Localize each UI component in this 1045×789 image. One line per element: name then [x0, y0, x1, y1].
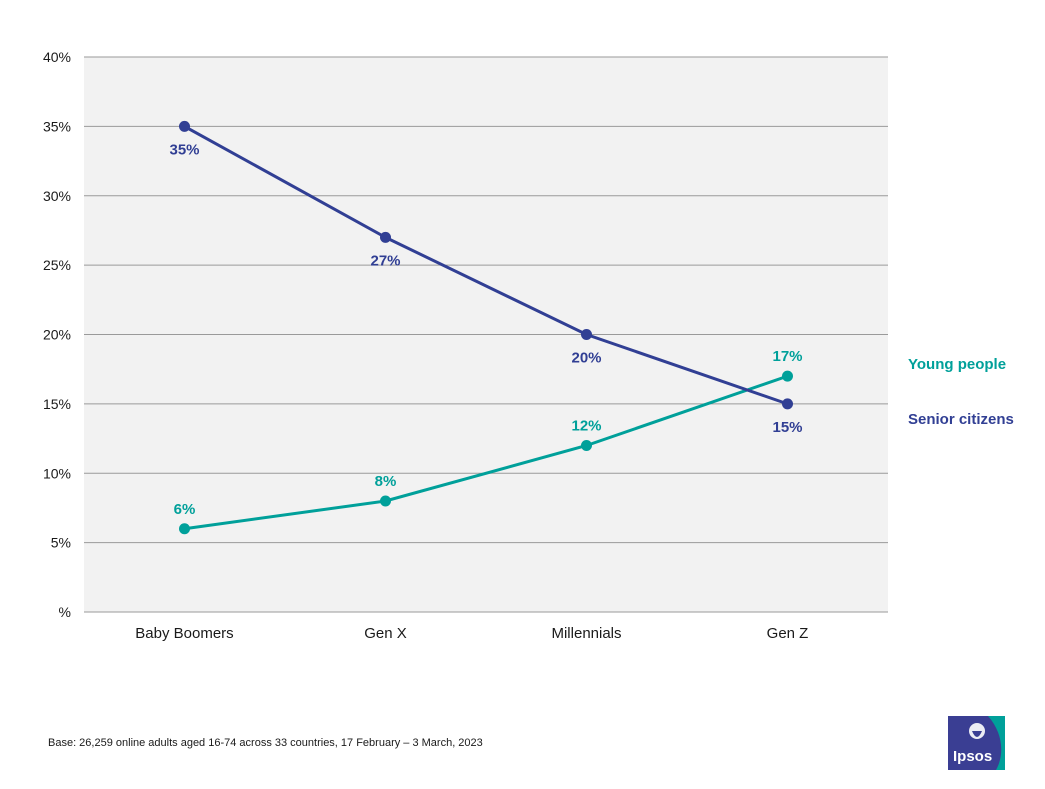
- x-category-label: Gen X: [364, 625, 407, 642]
- legend-entry: Young people: [908, 356, 1006, 373]
- y-tick-label: 30%: [43, 188, 71, 204]
- data-label: 35%: [169, 141, 199, 158]
- data-label: 17%: [772, 348, 802, 365]
- x-axis-categories: Baby Boomers Gen X Millennials Gen Z: [135, 625, 808, 642]
- data-label: 8%: [375, 473, 397, 490]
- y-tick-label: 5%: [51, 535, 71, 551]
- series-senior-citizens: 35% 27% 20% 15%: [169, 120, 803, 436]
- legend: Young people Senior citizens: [908, 356, 1014, 428]
- data-point: [380, 231, 391, 243]
- data-point: [179, 120, 190, 132]
- x-category-label: Millennials: [551, 625, 621, 642]
- data-label: 12%: [571, 418, 601, 435]
- data-point: [179, 523, 190, 535]
- data-point: [581, 440, 592, 451]
- data-point: [380, 495, 391, 507]
- ipsos-logo: Ipsos: [948, 716, 1005, 770]
- y-tick-label: 15%: [43, 396, 71, 412]
- series-young-people: 6% 8% 12% 17%: [174, 348, 803, 535]
- series-lines: 6% 8% 12% 17% 35% 27% 20% 15%: [169, 120, 803, 535]
- x-category-label: Baby Boomers: [135, 625, 233, 642]
- data-label: 6%: [174, 501, 196, 518]
- x-category-label: Gen Z: [767, 625, 809, 642]
- data-point: [782, 398, 793, 410]
- data-label: 27%: [370, 252, 400, 269]
- y-tick-label: 20%: [43, 327, 71, 343]
- y-tick-label: 10%: [43, 465, 71, 481]
- logo-text: Ipsos: [953, 748, 992, 765]
- logo-face-shape: [972, 731, 982, 737]
- y-tick-label: 40%: [43, 49, 71, 65]
- data-point: [581, 329, 592, 340]
- y-tick-label: 25%: [43, 257, 71, 273]
- data-point: [782, 370, 793, 382]
- data-label: 15%: [772, 419, 802, 436]
- series-line: [184, 374, 788, 531]
- series-line: [183, 125, 788, 406]
- line-chart: % 5% 10% 15% 20% 25% 30% 35% 40% Baby Boomers Gen…: [43, 49, 1014, 642]
- legend-entry: Senior citizens: [908, 411, 1014, 428]
- y-axis-ticks: % 5% 10% 15% 20% 25% 30% 35% 40%: [43, 49, 71, 620]
- logo-accent-swoosh: [988, 716, 1005, 770]
- y-tick-label: 35%: [43, 118, 71, 134]
- y-tick-label: %: [59, 604, 71, 620]
- data-label: 20%: [571, 350, 601, 367]
- footnote: Base: 26,259 online adults aged 16-74 ac…: [48, 737, 483, 749]
